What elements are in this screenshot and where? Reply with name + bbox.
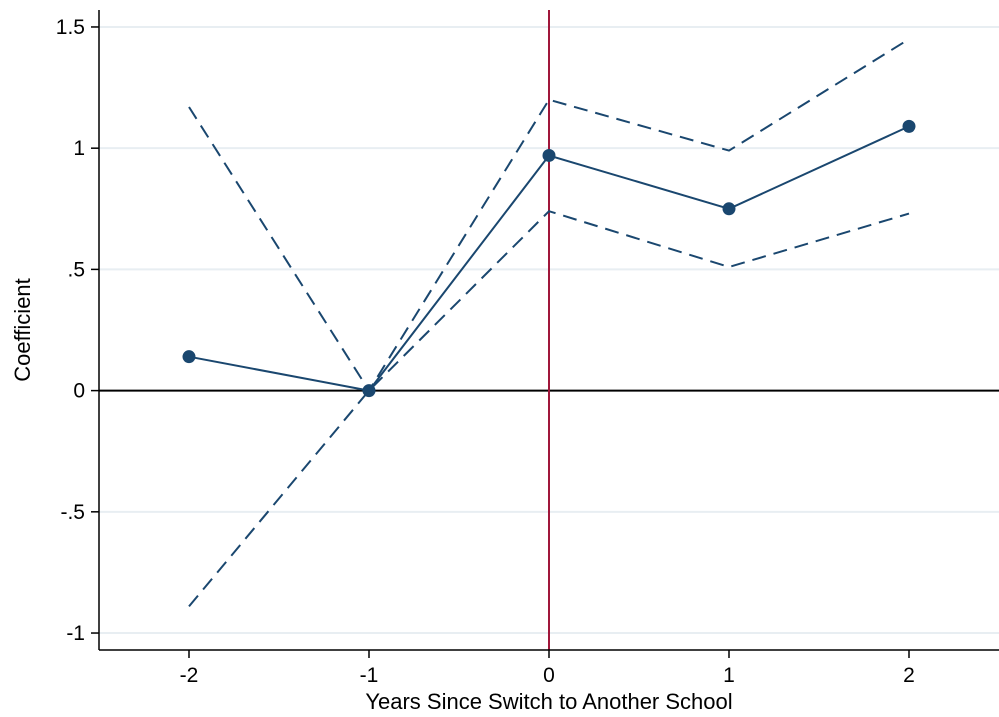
y-tick-label: -.5 (60, 501, 85, 524)
ci-lower-line (188, 210, 910, 608)
x-axis-title: Years Since Switch to Another School (365, 689, 732, 714)
x-tick-label: -2 (180, 664, 199, 687)
ci-upper-line (188, 38, 910, 393)
reference-lines (99, 10, 999, 650)
estimate-marker (722, 202, 736, 216)
x-tick-label: 0 (543, 664, 555, 687)
estimate-marker (902, 119, 916, 133)
estimate-marker (182, 350, 196, 364)
tick-labels: -1 -.5 0 .5 1 1.5 -2 -1 0 1 2 (56, 16, 915, 687)
y-tick-label: 1.5 (56, 16, 85, 39)
x-tick-label: 1 (723, 664, 735, 687)
y-tick-label: .5 (67, 258, 85, 281)
y-tick-label: -1 (66, 622, 85, 645)
x-tick-label: -1 (360, 664, 379, 687)
estimate-marker (542, 148, 556, 162)
axes (91, 10, 999, 658)
y-tick-label: 1 (73, 137, 85, 160)
y-tick-label: 0 (73, 380, 85, 403)
y-axis-title: Coefficient (10, 278, 35, 382)
series-group (182, 38, 916, 608)
x-tick-label: 2 (903, 664, 915, 687)
